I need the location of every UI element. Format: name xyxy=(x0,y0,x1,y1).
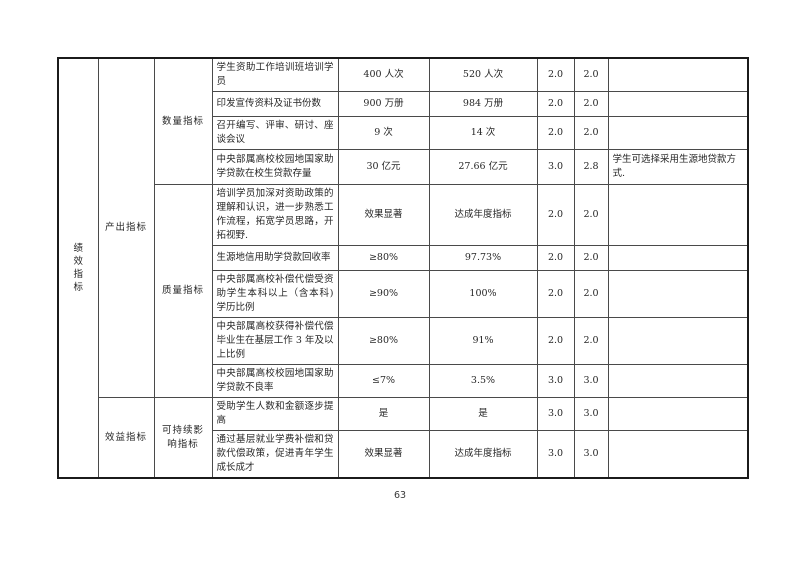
note-cell xyxy=(607,397,749,431)
target-value-cell: 30 亿元 xyxy=(337,149,430,185)
target-value-cell: ≥80% xyxy=(337,245,430,271)
actual-value-cell: 984 万册 xyxy=(428,91,538,117)
score-cell: 3.0 xyxy=(573,364,609,398)
note-cell: 学生可选择采用生源地贷款方式. xyxy=(607,149,749,185)
target-value-cell: 效果显著 xyxy=(337,430,430,479)
indicator-name-cell: 培训学员加深对资助政策的理解和认识，进一步熟悉工作流程，拓宽学员思路，开拓视野. xyxy=(211,184,339,246)
target-value-cell: ≥80% xyxy=(337,317,430,365)
weight-cell: 2.0 xyxy=(536,184,575,246)
score-cell: 3.0 xyxy=(573,430,609,479)
note-cell xyxy=(607,270,749,318)
actual-value-cell: 是 xyxy=(428,397,538,431)
note-cell xyxy=(607,245,749,271)
target-value-cell: ≥90% xyxy=(337,270,430,318)
note-cell xyxy=(607,91,749,117)
actual-value-cell: 达成年度指标 xyxy=(428,430,538,479)
score-cell: 2.0 xyxy=(573,317,609,365)
note-cell xyxy=(607,364,749,398)
note-cell xyxy=(607,57,749,92)
target-value-cell: 是 xyxy=(337,397,430,431)
target-value-cell: 效果显著 xyxy=(337,184,430,246)
table-row: 通过基层就业学费补偿和贷款代偿政策，促进青年学生成长成才 效果显著 达成年度指标… xyxy=(58,430,749,479)
category-benefit-indicators: 效益指标 xyxy=(97,397,155,479)
category-output-indicators: 产出指标 xyxy=(97,57,155,398)
score-cell: 2.0 xyxy=(573,270,609,318)
table-row: 效益指标 可持续影响指标 受助学生人数和金额逐步提高 是 是 3.0 3.0 xyxy=(58,397,749,479)
table-row: 质量指标 培训学员加深对资助政策的理解和认识，进一步熟悉工作流程，拓宽学员思路，… xyxy=(58,184,749,398)
side-label: 绩效指标 xyxy=(73,242,83,293)
weight-cell: 3.0 xyxy=(536,397,575,431)
performance-indicator-table: 绩效指标 产出指标 数量指标 学生资助工作培训班培训学员 400 人次 520 … xyxy=(57,57,749,479)
table-row: 中央部属高校补偿代偿受资助学生本科以上（含本科)学历比例 ≥90% 100% 2… xyxy=(58,270,749,318)
actual-value-cell: 达成年度指标 xyxy=(428,184,538,246)
table-row: 绩效指标 产出指标 数量指标 学生资助工作培训班培训学员 400 人次 520 … xyxy=(57,57,749,479)
actual-value-cell: 91% xyxy=(428,317,538,365)
indicator-name-cell: 中央部属高校校园地国家助学贷款不良率 xyxy=(211,364,339,398)
subcategory-quality-indicators: 质量指标 xyxy=(153,184,213,398)
indicator-name-cell: 中央部属高校校园地国家助学贷款在校生贷款存量 xyxy=(211,149,339,185)
indicator-name-cell: 生源地信用助学贷款回收率 xyxy=(211,245,339,271)
note-cell xyxy=(607,317,749,365)
actual-value-cell: 97.73% xyxy=(428,245,538,271)
subcategory-quantity-indicators: 数量指标 xyxy=(153,57,213,185)
score-cell: 2.0 xyxy=(573,91,609,117)
score-cell: 2.8 xyxy=(573,149,609,185)
weight-cell: 2.0 xyxy=(536,317,575,365)
note-cell xyxy=(607,430,749,479)
indicator-name-cell: 召开编写、评审、研讨、座谈会议 xyxy=(211,116,339,150)
target-value-cell: 9 次 xyxy=(337,116,430,150)
table-row: 印发宣传资料及证书份数 900 万册 984 万册 2.0 2.0 xyxy=(58,91,749,117)
weight-cell: 3.0 xyxy=(536,430,575,479)
table-row: 中央部属高校获得补偿代偿毕业生在基层工作 3 年及以上比例 ≥80% 91% 2… xyxy=(58,317,749,365)
indicator-name-cell: 印发宣传资料及证书份数 xyxy=(211,91,339,117)
score-cell: 3.0 xyxy=(573,397,609,431)
note-cell xyxy=(607,184,749,246)
weight-cell: 2.0 xyxy=(536,91,575,117)
score-cell: 2.0 xyxy=(573,245,609,271)
subcategory-sustainable-impact-indicators: 可持续影响指标 xyxy=(153,397,213,479)
page-number: 63 xyxy=(393,490,407,501)
indicator-name-cell: 中央部属高校获得补偿代偿毕业生在基层工作 3 年及以上比例 xyxy=(211,317,339,365)
row-group-performance-indicators: 绩效指标 xyxy=(57,57,99,479)
score-cell: 2.0 xyxy=(573,184,609,246)
indicator-name-cell: 中央部属高校补偿代偿受资助学生本科以上（含本科)学历比例 xyxy=(211,270,339,318)
target-value-cell: 900 万册 xyxy=(337,91,430,117)
score-cell: 2.0 xyxy=(573,116,609,150)
target-value-cell: ≤7% xyxy=(337,364,430,398)
weight-cell: 3.0 xyxy=(536,364,575,398)
table-row: 中央部属高校校园地国家助学贷款不良率 ≤7% 3.5% 3.0 3.0 xyxy=(58,364,749,398)
table-row: 生源地信用助学贷款回收率 ≥80% 97.73% 2.0 2.0 xyxy=(58,245,749,271)
weight-cell: 2.0 xyxy=(536,270,575,318)
actual-value-cell: 14 次 xyxy=(428,116,538,150)
table-row: 召开编写、评审、研讨、座谈会议 9 次 14 次 2.0 2.0 xyxy=(58,116,749,150)
actual-value-cell: 27.66 亿元 xyxy=(428,149,538,185)
indicator-name-cell: 通过基层就业学费补偿和贷款代偿政策，促进青年学生成长成才 xyxy=(211,430,339,479)
weight-cell: 2.0 xyxy=(536,57,575,92)
weight-cell: 2.0 xyxy=(536,245,575,271)
actual-value-cell: 3.5% xyxy=(428,364,538,398)
weight-cell: 2.0 xyxy=(536,116,575,150)
score-cell: 2.0 xyxy=(573,57,609,92)
indicator-name-cell: 学生资助工作培训班培训学员 xyxy=(211,57,339,92)
indicator-name-cell: 受助学生人数和金额逐步提高 xyxy=(211,397,339,431)
actual-value-cell: 520 人次 xyxy=(428,57,538,92)
actual-value-cell: 100% xyxy=(428,270,538,318)
target-value-cell: 400 人次 xyxy=(337,57,430,92)
weight-cell: 3.0 xyxy=(536,149,575,185)
note-cell xyxy=(607,116,749,150)
table-row: 中央部属高校校园地国家助学贷款在校生贷款存量 30 亿元 27.66 亿元 3.… xyxy=(58,149,749,185)
